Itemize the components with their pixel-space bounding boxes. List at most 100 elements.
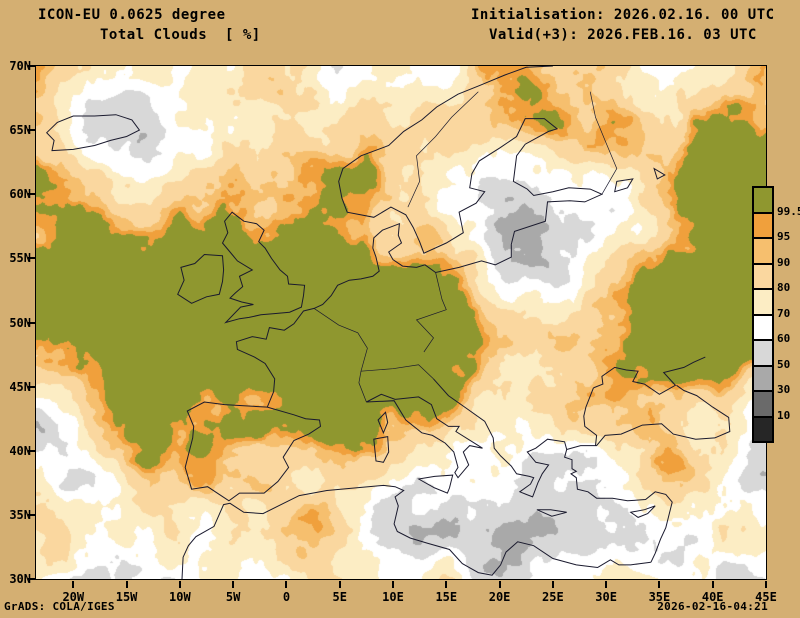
coastline (373, 436, 390, 463)
coastline (177, 253, 225, 304)
creation-timestamp: 2026-02-16-04:21 (657, 600, 768, 613)
legend-label: 30 (777, 383, 791, 396)
lon-tick-mark (498, 581, 501, 588)
cloud-field-canvas (36, 66, 766, 579)
legend-label: 50 (777, 357, 791, 371)
legend-color-swatch (753, 212, 773, 238)
coastline (563, 449, 673, 563)
coastline (433, 378, 568, 498)
lon-tick-mark (605, 581, 608, 588)
lat-tick-mark (28, 578, 35, 580)
lon-tick-label: 0 (282, 590, 291, 604)
coastline (583, 387, 598, 446)
lon-tick-label: 15W (115, 590, 138, 604)
coastline (184, 401, 322, 502)
legend-color-swatch (753, 263, 773, 289)
lat-tick-label: 40N (9, 443, 31, 458)
lon-tick-label: 25E (542, 590, 564, 604)
lat-tick-label: 65N (9, 123, 31, 138)
lat-tick-label: 55N (9, 251, 31, 266)
lon-tick-mark (765, 581, 767, 588)
coastline (181, 484, 651, 579)
coastline (366, 393, 483, 479)
legend-color-swatch (753, 416, 773, 442)
lat-tick-label: 50N (9, 315, 31, 330)
coastline (235, 66, 604, 408)
lat-tick-mark (28, 449, 35, 452)
coastline (45, 114, 141, 152)
lon-tick-mark (178, 581, 181, 588)
lat-tick-mark (28, 129, 35, 132)
lon-tick-mark (285, 581, 288, 588)
lon-tick-label: 10W (169, 590, 191, 604)
coastline (536, 509, 567, 517)
lon-tick-label: 45E (755, 590, 777, 604)
country-border (589, 91, 618, 195)
valid-time: Valid(+3): 2026.FEB.16. 03 UTC (489, 27, 757, 43)
lon-tick-mark (711, 581, 714, 588)
coastline (653, 167, 666, 180)
coastline (566, 384, 731, 450)
country-border (407, 91, 479, 208)
color-legend: 99.5 95 90 80 70 60 50 30 10 (752, 186, 800, 443)
legend-color-swatch (753, 238, 773, 264)
lon-tick-label: 5E (332, 590, 347, 604)
legend-label: 80 (777, 281, 791, 294)
lon-tick-mark (72, 581, 75, 588)
legend-label: 99.5 (777, 204, 800, 218)
lon-tick-mark (232, 581, 235, 588)
country-border (415, 272, 447, 353)
lon-tick-label: 20W (62, 590, 85, 604)
lon-tick-mark (551, 581, 554, 588)
legend-color-swatch (753, 391, 773, 417)
grads-credit: GrADS: COLA/IGES (4, 600, 115, 613)
legend-label: 70 (777, 306, 791, 320)
lon-tick-label: 20E (488, 590, 511, 604)
lat-tick-mark (28, 257, 35, 260)
lon-tick-label: 10E (382, 590, 404, 604)
legend-color-bar (752, 186, 774, 443)
legend-label: 10 (777, 408, 791, 422)
country-border (360, 364, 434, 380)
lat-tick-label: 35N (9, 507, 31, 522)
coastline (221, 211, 306, 324)
legend-label: 60 (777, 332, 791, 345)
coastline (629, 505, 656, 518)
lat-tick-mark (28, 65, 35, 67)
country-border (313, 308, 368, 403)
lat-tick-mark (28, 513, 35, 516)
legend-color-swatch (753, 289, 773, 315)
lat-tick-label: 70N (9, 59, 31, 73)
lon-tick-label: 30E (595, 590, 617, 604)
lat-tick-mark (28, 385, 35, 388)
lat-tick-mark (28, 321, 35, 324)
lon-tick-mark (125, 581, 128, 588)
legend-color-swatch (753, 187, 773, 213)
map-area: 70N 65N 60N 55N 50N 45N 40N 35N 30N 20W 15W 10W 5W 0… (9, 59, 777, 604)
lon-tick-label: 40E (701, 590, 724, 604)
lon-tick-label: 35E (648, 590, 671, 604)
lat-tick-label: 60N (9, 187, 31, 202)
lat-tick-label: 30N (9, 572, 31, 586)
lon-tick-label: 5W (225, 590, 241, 604)
lon-tick-mark (338, 581, 341, 588)
legend-color-swatch (753, 340, 773, 366)
coastline-overlay (45, 66, 731, 579)
coastline (417, 474, 454, 494)
lon-tick-mark (392, 581, 394, 588)
variable-title: Total Clouds [ %] (100, 27, 261, 43)
legend-color-swatch (753, 365, 773, 391)
lat-tick-label: 45N (9, 379, 31, 394)
legend-label: 90 (777, 255, 791, 269)
coastline (614, 178, 634, 193)
lon-tick-mark (445, 581, 448, 588)
initialisation-time: Initialisation: 2026.02.16. 00 UTC (471, 7, 775, 23)
coastline (593, 356, 706, 395)
legend-color-swatch (753, 314, 773, 340)
lon-tick-label: 15E (435, 590, 458, 604)
legend-label: 95 (777, 230, 791, 243)
lon-tick-mark (658, 581, 661, 588)
model-title: ICON-EU 0.0625 degree (38, 7, 226, 23)
lat-tick-mark (28, 193, 35, 196)
